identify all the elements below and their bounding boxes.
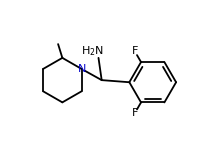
Text: N: N bbox=[77, 64, 86, 74]
Text: F: F bbox=[131, 46, 138, 56]
Text: F: F bbox=[131, 108, 138, 118]
Text: H$_2$N: H$_2$N bbox=[81, 44, 104, 58]
